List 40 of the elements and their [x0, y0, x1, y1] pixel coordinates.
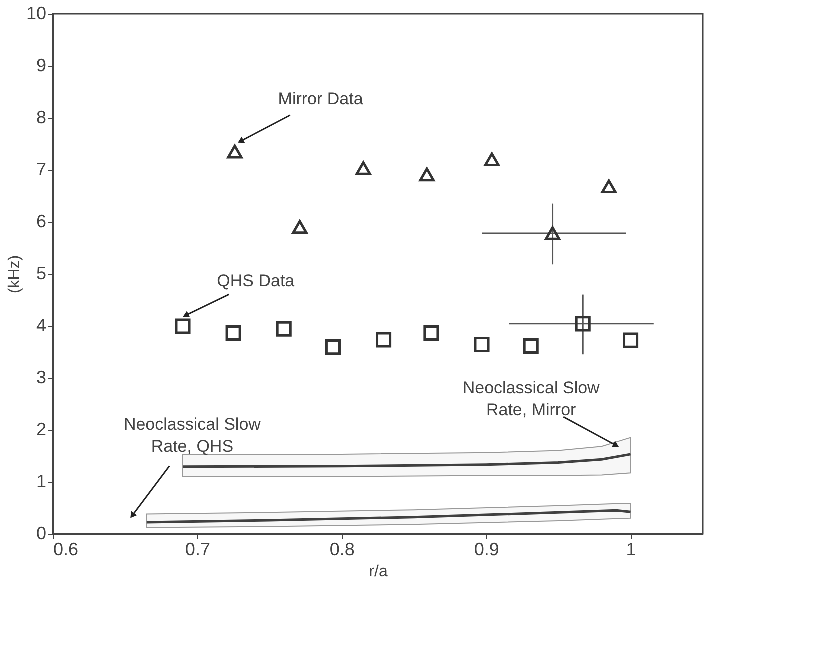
y-tick-label: 8 [36, 108, 46, 128]
y-tick-label: 4 [36, 316, 46, 336]
point [325, 340, 341, 356]
x-tick-label: 0.8 [330, 540, 355, 560]
y-tick-label: 9 [36, 56, 46, 76]
point [623, 332, 639, 348]
x-tick-label: 0.9 [474, 540, 500, 560]
point [523, 338, 539, 354]
y-axis-title: (kHz) [6, 255, 24, 294]
point [474, 336, 490, 352]
y-tick-label: 7 [36, 160, 46, 180]
point [356, 162, 372, 176]
point [484, 152, 500, 166]
point [175, 318, 191, 334]
y-tick-label: 3 [36, 368, 46, 388]
annotation: Neoclassical Slow Rate, QHS [124, 414, 262, 456]
point [545, 226, 561, 240]
x-tick-label: 1 [626, 540, 636, 560]
point [424, 326, 440, 342]
point [376, 332, 392, 348]
point [292, 220, 308, 234]
y-tick-label: 5 [36, 264, 46, 284]
annotation: QHS Data [217, 272, 296, 291]
y-tick-label: 2 [36, 420, 46, 440]
point [419, 168, 435, 182]
annotation: Mirror Data [278, 89, 364, 108]
y-tick-label: 6 [36, 212, 46, 232]
y-tick-label: 1 [36, 472, 46, 492]
point [226, 326, 242, 342]
point [276, 321, 292, 337]
x-tick-label: 0.7 [185, 540, 210, 560]
x-tick-label: 0.6 [54, 540, 79, 560]
y-tick-label: 10 [26, 4, 46, 24]
point [601, 180, 617, 194]
annotation: Neoclassical Slow Rate, Mirror [462, 378, 601, 420]
x-axis-title: r/a [369, 564, 388, 580]
point [227, 144, 243, 159]
line-series [146, 509, 632, 524]
point [575, 316, 591, 332]
y-tick-label: 0 [36, 524, 46, 544]
